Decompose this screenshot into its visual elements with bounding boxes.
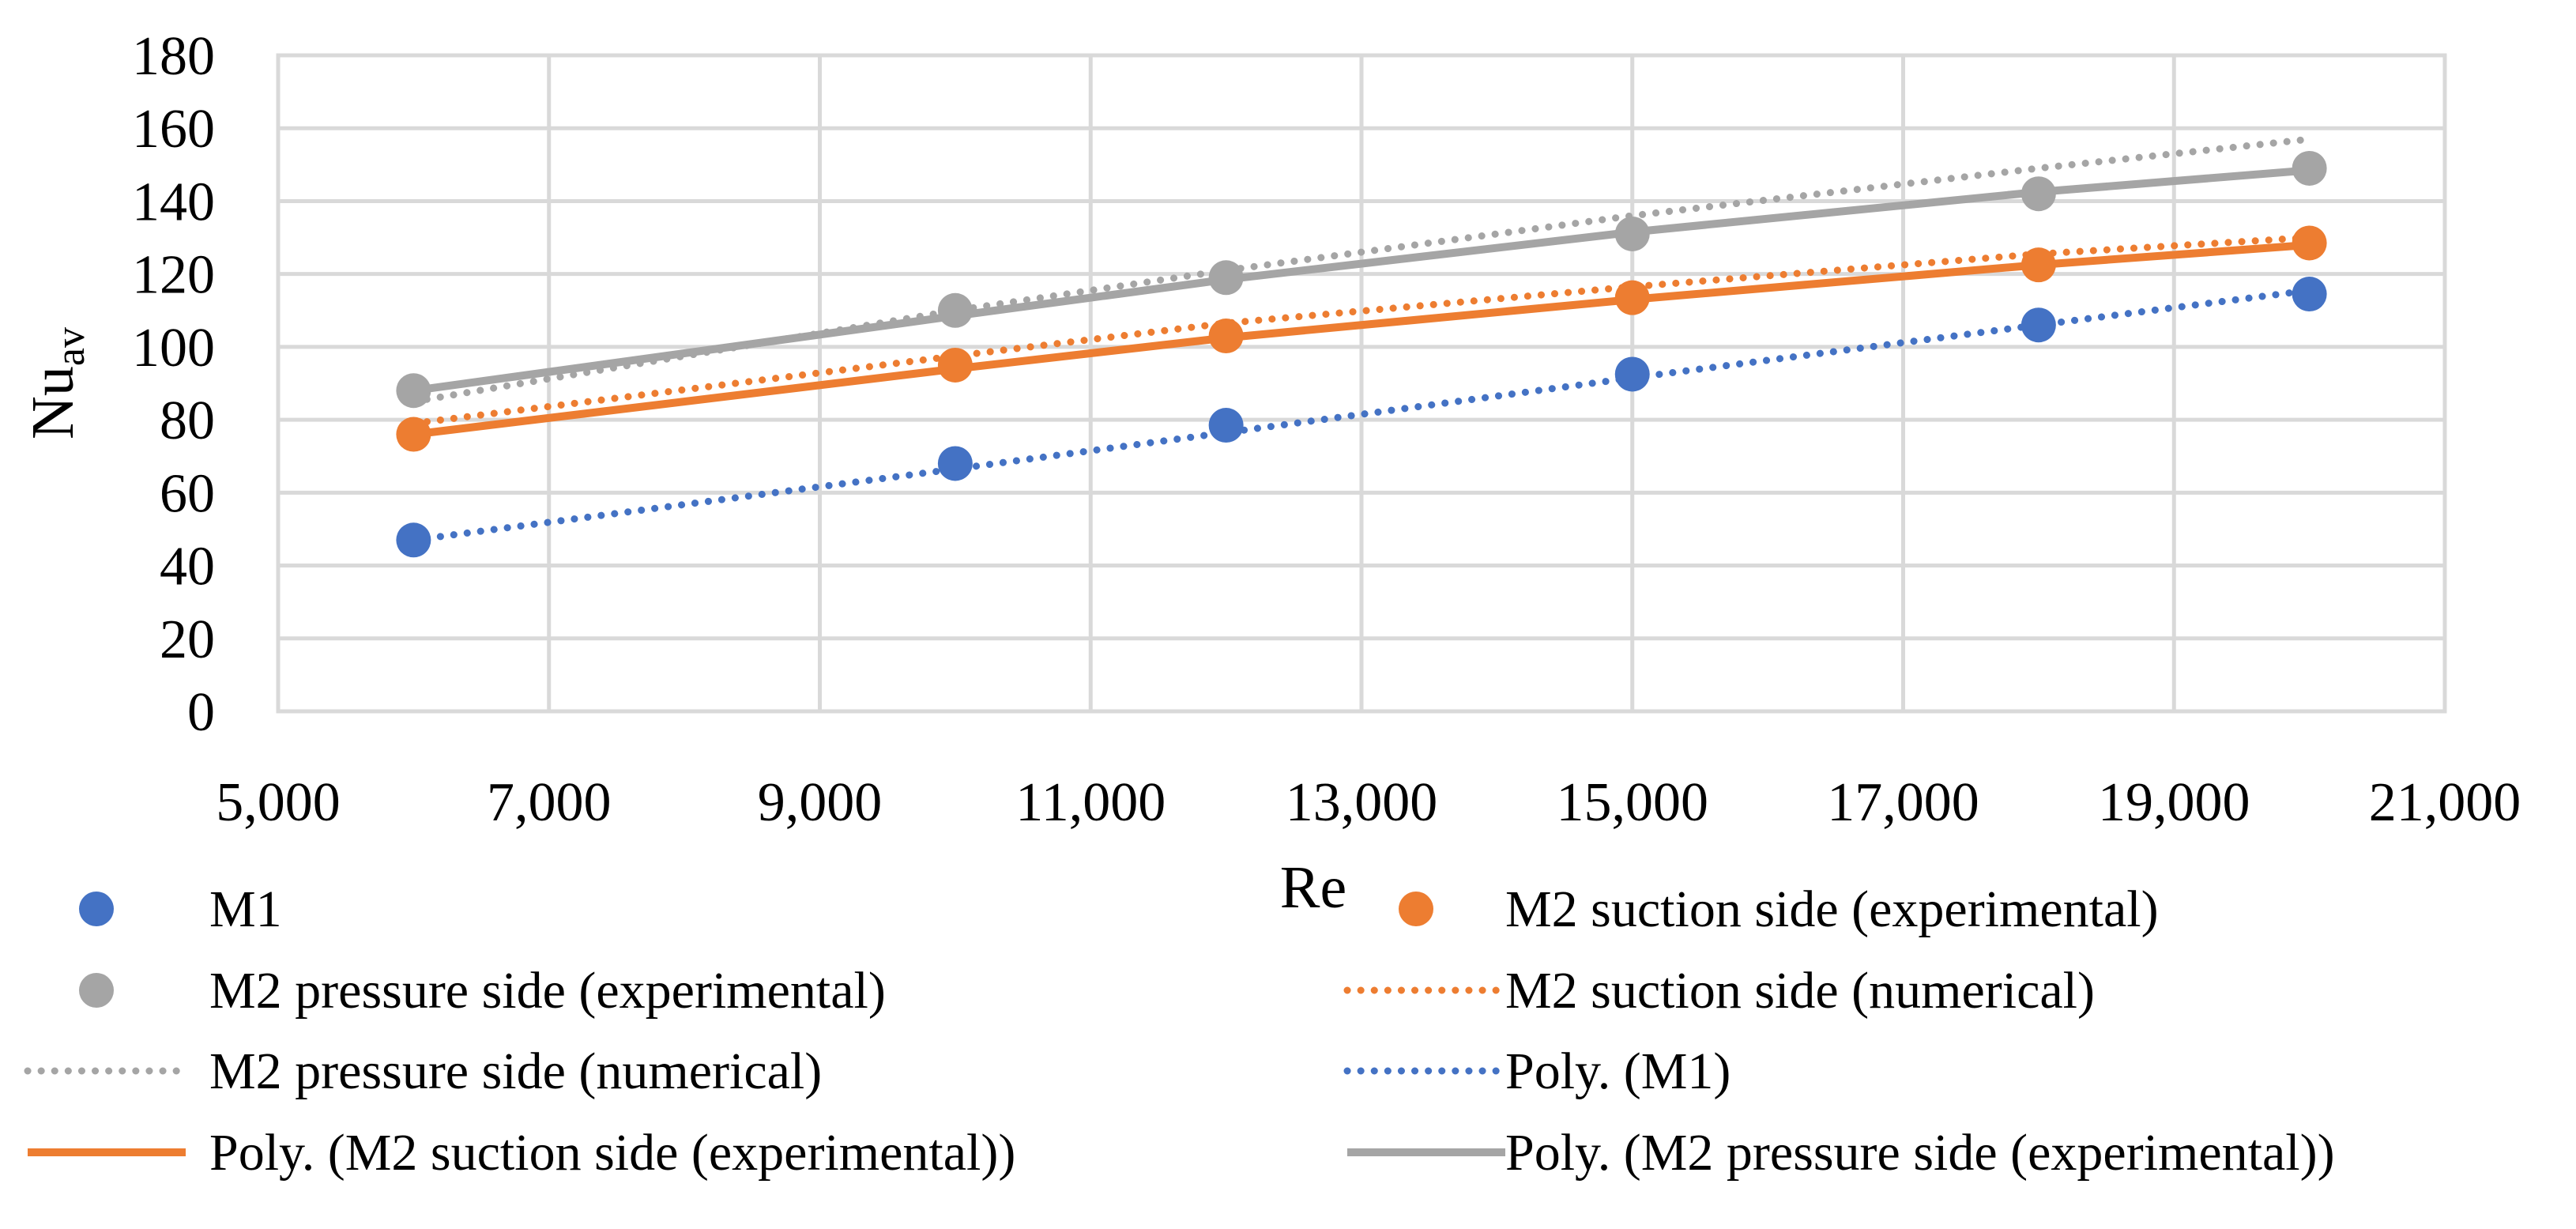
x-tick-label: 5,000 (216, 772, 341, 833)
data-point (2292, 225, 2327, 261)
plot-area (276, 53, 2447, 714)
x-axis-tick-labels: 5,000 7,000 9,000 11,000 13,000 15,000 17,000 1… (216, 772, 2521, 833)
x-tick-label: 15,000 (1557, 772, 1709, 833)
data-point (937, 446, 973, 481)
data-point (1208, 408, 1244, 443)
legend-item: M2 suction side (experimental) (1399, 880, 2159, 938)
y-axis-title-subscript: av (48, 327, 93, 366)
data-point (1208, 260, 1244, 296)
legend-item: Poly. (M2 suction side (experimental)) (28, 1124, 1015, 1182)
legend-label: M2 suction side (numerical) (1505, 962, 2095, 1020)
series-layer (396, 135, 2327, 558)
series-poly-m2-suction-side-experimental (412, 240, 2310, 439)
legend-label: Poly. (M1) (1505, 1042, 1731, 1100)
data-point (1614, 356, 1650, 392)
legend-marker-symbol (79, 973, 114, 1008)
x-tick-label: 11,000 (1015, 772, 1166, 833)
data-point (2021, 247, 2056, 283)
legend-marker-symbol (79, 892, 114, 926)
legend-item: M2 pressure side (numerical) (24, 1042, 822, 1100)
x-tick-label: 7,000 (487, 772, 612, 833)
y-tick-label: 120 (132, 245, 215, 306)
legend-item: Poly. (M2 pressure side (experimental)) (1347, 1124, 2335, 1182)
data-point (396, 417, 431, 452)
data-point (937, 347, 973, 383)
data-point (2292, 150, 2327, 186)
legend-label: Poly. (M2 pressure side (experimental)) (1505, 1124, 2335, 1182)
series-m2-pressure-side-experimental (396, 150, 2327, 409)
legend: M1 M2 suction side (experimental) M2 press… (24, 880, 2335, 1182)
legend-item: M2 suction side (numerical) (1343, 962, 2095, 1020)
series-line (409, 286, 2314, 544)
legend-label: M1 (209, 880, 282, 938)
series-line (412, 166, 2310, 395)
y-tick-label: 20 (160, 609, 215, 670)
series-m2-suction-side-experimental (396, 225, 2327, 452)
y-tick-label: 100 (132, 318, 215, 379)
data-point (396, 522, 431, 558)
legend-label: Poly. (M2 suction side (experimental)) (209, 1124, 1015, 1182)
legend-item: M2 pressure side (experimental) (79, 962, 886, 1020)
y-tick-label: 40 (160, 537, 215, 598)
y-tick-label: 60 (160, 463, 215, 524)
x-tick-label: 13,000 (1286, 772, 1438, 833)
x-tick-label: 9,000 (758, 772, 883, 833)
x-axis-title: Re (1280, 854, 1346, 921)
y-tick-label: 0 (187, 682, 215, 743)
legend-marker-symbol (1399, 892, 1433, 926)
y-axis-title: Nuav (20, 327, 93, 439)
legend-label: M2 pressure side (experimental) (209, 962, 886, 1020)
y-tick-label: 180 (132, 26, 215, 87)
data-point (2021, 176, 2056, 212)
grid (278, 55, 2445, 711)
data-point (1208, 319, 1244, 354)
y-tick-label: 80 (160, 390, 215, 451)
data-point (2292, 277, 2327, 312)
series-m1 (396, 277, 2327, 558)
legend-item: Poly. (M1) (1343, 1042, 1731, 1100)
y-tick-label: 140 (132, 172, 215, 232)
legend-label: M2 suction side (experimental) (1505, 880, 2159, 938)
x-tick-label: 17,000 (1827, 772, 1979, 833)
data-point (1614, 280, 1650, 315)
y-tick-label: 160 (132, 99, 215, 160)
x-tick-label: 19,000 (2098, 772, 2250, 833)
legend-label: M2 pressure side (numerical) (209, 1042, 822, 1100)
series-poly-m1 (409, 286, 2314, 544)
data-point (937, 292, 973, 328)
series-poly-m2-pressure-side-experimental (412, 166, 2310, 395)
data-point (1614, 216, 1650, 251)
y-axis-title-main: Nu (20, 366, 86, 439)
data-point (396, 373, 431, 409)
series-line (412, 240, 2310, 439)
legend-item: M1 (79, 880, 282, 938)
x-tick-label: 21,000 (2369, 772, 2521, 833)
y-axis-tick-labels: 0 20 40 60 80 100 120 140 160 180 (132, 26, 215, 743)
data-point (2021, 307, 2056, 343)
